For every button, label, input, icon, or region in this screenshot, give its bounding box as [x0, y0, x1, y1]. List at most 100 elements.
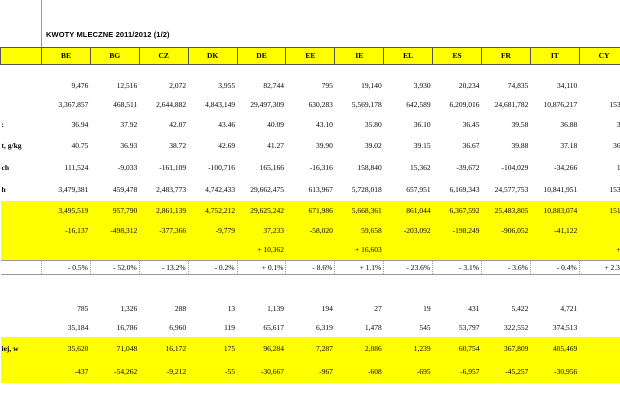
- table-cell: - 0.5%: [41, 260, 91, 275]
- column-header: DE: [236, 47, 286, 65]
- column-header: CY: [578, 47, 620, 65]
- table-cell: 16,786: [116, 322, 138, 332]
- row-label: [1, 65, 42, 77]
- milk-quota-table: BE BG CZ DK DE EE IE EL ES FR IT CY 9,47…: [0, 47, 620, 383]
- table-cell: [579, 65, 620, 77]
- table-cell: 405,469: [530, 336, 580, 361]
- table-cell: 35.80: [364, 119, 382, 129]
- table-cell: -2: [579, 360, 620, 383]
- table-cell: [383, 240, 433, 261]
- table-cell: + 1.1%: [334, 260, 384, 275]
- table-cell: 785: [77, 303, 89, 313]
- table-cell: 71,048: [90, 336, 140, 361]
- table-cell: 194: [321, 303, 333, 313]
- column-header: DK: [187, 47, 238, 65]
- table-row: 9,476 12,516 2,072 3,955 82,744 795 19,140 3,93…: [1, 77, 620, 95]
- table-cell: 4,742,433: [205, 184, 236, 194]
- table-cell: 111,524: [64, 162, 89, 172]
- table-cell: 36.0: [613, 140, 620, 150]
- table-cell: [188, 65, 237, 77]
- table-row: + 10,362 + 16,603 + 9: [0, 240, 620, 261]
- table-cell: -30,956: [530, 360, 580, 383]
- table-cell: 5,728,018: [351, 184, 382, 194]
- table-cell: -58,020: [285, 220, 335, 241]
- column-header: IT: [529, 47, 580, 65]
- table-cell: 1,478: [364, 322, 382, 332]
- table-cell: -9,212: [139, 360, 189, 383]
- column-header: BG: [89, 47, 140, 65]
- column-header: FR: [481, 47, 531, 65]
- row-label: [0, 200, 42, 221]
- table-cell: 459,478: [112, 184, 138, 194]
- table-cell: 39.15: [413, 140, 431, 150]
- table-cell: -55: [188, 360, 238, 383]
- table-cell: 43.10: [315, 119, 333, 129]
- column-header: EL: [383, 47, 433, 65]
- table-cell: 29,497,309: [250, 99, 284, 109]
- table-cell: [188, 275, 237, 299]
- table-cell: 13: [227, 303, 236, 313]
- row-label: [1, 319, 42, 337]
- table-cell: [579, 299, 620, 319]
- table-cell: 3,955: [218, 80, 236, 90]
- row-label: [0, 220, 42, 241]
- table-cell: 119: [224, 322, 236, 332]
- table-cell: 1,239: [383, 336, 433, 361]
- table-cell: 2,086: [334, 336, 384, 361]
- table-cell: [139, 65, 188, 77]
- table-cell: 12,516: [116, 80, 138, 90]
- table-row: ch 111,524 -9,033 -161,109 -100,716 165,166 -1…: [1, 157, 620, 179]
- table-cell: 2: [579, 77, 620, 95]
- table-cell: - 13.2%: [138, 260, 189, 275]
- table-cell: [237, 65, 286, 77]
- table-cell: 630,283: [308, 99, 333, 109]
- table-cell: -161,109: [159, 162, 187, 172]
- table-cell: - 3.1%: [432, 260, 482, 275]
- table-cell: 1,: [579, 220, 620, 241]
- table-cell: [188, 240, 238, 261]
- table-cell: [237, 275, 286, 299]
- table-cell: 657,951: [406, 184, 431, 194]
- table-cell: -100,716: [208, 162, 236, 172]
- table-cell: 40.09: [267, 119, 284, 129]
- table-cell: 2,072: [169, 80, 187, 90]
- table-row: 3,367,857 468,511 2,644,882 4,843,149 29,497…: [1, 95, 620, 115]
- table-cell: 38.72: [169, 140, 187, 150]
- table-cell: 39.90: [315, 140, 333, 150]
- table-cell: [139, 275, 188, 299]
- table-row: 785 1,326 288 13 1,139 194 27 19 431 5,422 4,721: [1, 299, 620, 319]
- table-cell: 36.67: [462, 140, 480, 150]
- row-label: ch: [1, 162, 10, 172]
- table-cell: 4,843,149: [205, 99, 236, 109]
- table-cell: 39.58: [511, 119, 529, 129]
- table-cell: 74,835: [507, 80, 529, 90]
- table-cell: [286, 65, 335, 77]
- table-cell: 37.92: [120, 119, 138, 129]
- table-cell: -203,092: [383, 220, 433, 241]
- table-cell: -41,122: [530, 220, 580, 241]
- table-cell: [384, 275, 433, 299]
- table-cell: 2,861,139: [139, 200, 189, 221]
- table-cell: [90, 275, 139, 299]
- table-cell: 288: [174, 303, 187, 313]
- table-row: 3,495,519 957,790 2,861,139 4,752,212 29,625…: [0, 200, 620, 221]
- table-cell: 957,790: [90, 200, 140, 221]
- row-label: :: [1, 119, 5, 129]
- table-cell: 36.94: [71, 119, 89, 129]
- table-cell: 7: [579, 336, 620, 361]
- table-cell: [433, 275, 482, 299]
- table-cell: 431: [468, 303, 480, 313]
- table-cell: 3,479,381: [58, 184, 89, 194]
- table-cell: 545: [419, 322, 431, 332]
- table-cell: 27: [374, 303, 382, 313]
- table-cell: - 0.4%: [529, 260, 580, 275]
- table-cell: 42.69: [218, 140, 236, 150]
- table-cell: 65,617: [263, 322, 284, 332]
- table-cell: 40.75: [71, 140, 89, 150]
- table-cell: 29,625,242: [237, 200, 286, 221]
- table-cell: 36.10: [413, 119, 431, 129]
- table-cell: -34,266: [554, 162, 578, 172]
- table-cell: 36.88: [560, 119, 578, 129]
- table-row: [1, 65, 620, 77]
